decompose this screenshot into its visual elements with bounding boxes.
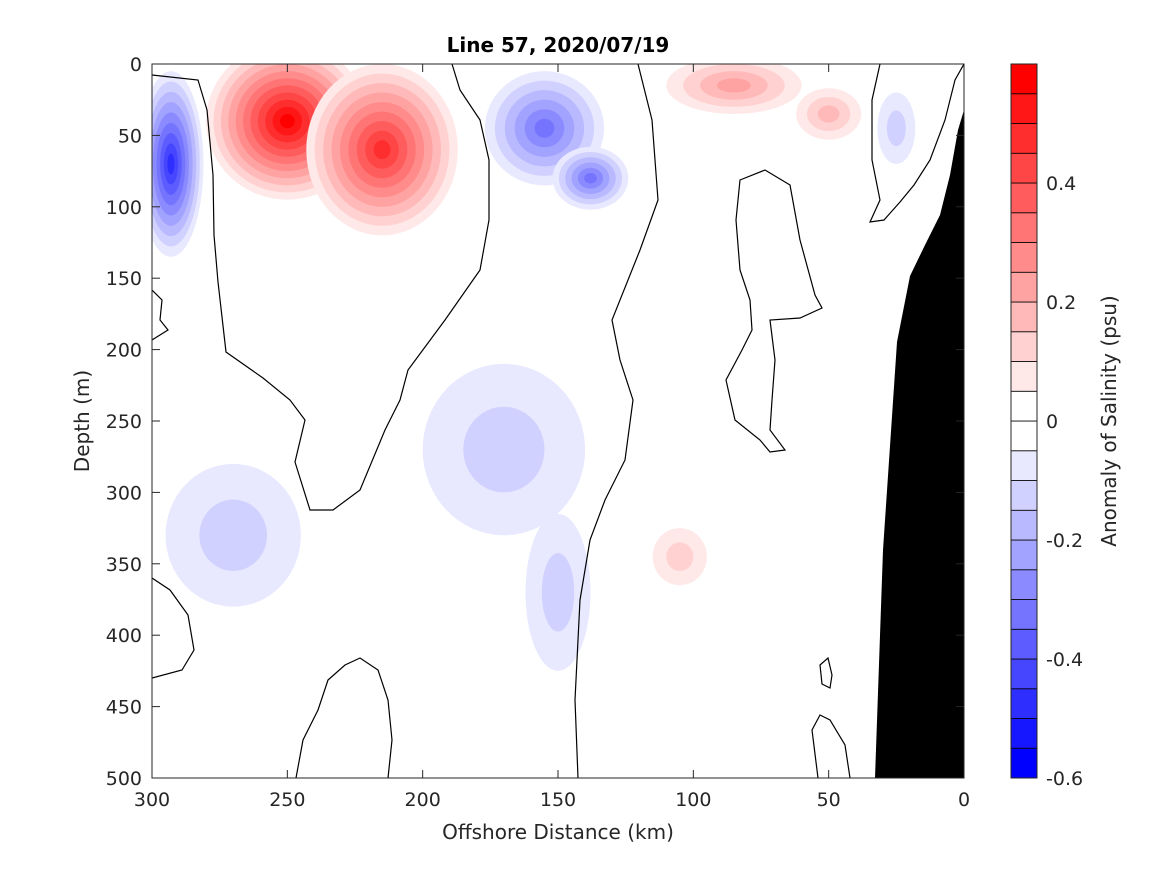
colorbar-segment (1010, 747, 1038, 779)
y-tick-label: 100 (106, 197, 142, 219)
x-axis-label: Offshore Distance (km) (442, 820, 674, 844)
colorbar-tick-label: 0.4 (1046, 173, 1076, 195)
colorbar-segment (1010, 688, 1038, 719)
salinity-anomaly-field (152, 64, 916, 671)
colorbar-segment (1010, 212, 1038, 243)
x-tick-label: 200 (405, 789, 441, 811)
anomaly-level (199, 499, 268, 571)
anomaly-blue-patch-deep-1 (165, 463, 301, 607)
colorbar-segment (1010, 420, 1038, 452)
zero-contour-deep-nearshore (811, 714, 851, 778)
colorbar-tick-label: -0.6 (1046, 768, 1083, 790)
y-axis: 0 50 100 150 200 250 300 350 400 450 500 (106, 54, 964, 790)
y-tick-label: 200 (106, 340, 142, 362)
colorbar-tick-label: 0.2 (1046, 292, 1076, 314)
colorbar-segment (1010, 63, 1038, 95)
colorbar-label: Anomaly of Salinity (psu) (1097, 295, 1121, 546)
anomaly-level (541, 553, 575, 632)
anomaly-level (717, 78, 751, 93)
colorbar-segment (1010, 123, 1038, 154)
colorbar-segment (1010, 361, 1038, 392)
y-tick-label: 150 (106, 268, 142, 290)
colorbar-segment (1010, 539, 1038, 571)
colorbar-segment (1010, 152, 1038, 184)
anomaly-level (886, 110, 906, 147)
zero-contour-loop-inshore (725, 169, 823, 453)
colorbar-segment (1010, 93, 1038, 124)
y-axis-label: Depth (m) (70, 370, 94, 472)
colorbar-tick-label: -0.2 (1046, 530, 1083, 552)
colorbar-frame (1010, 63, 1038, 779)
anomaly-level (817, 105, 840, 123)
x-tick-label: 0 (958, 789, 970, 811)
y-tick-label: 450 (106, 697, 142, 719)
colorbar-segment (1010, 242, 1038, 273)
colorbar-tick-label: -0.4 (1046, 649, 1083, 671)
zero-contour-nearshore (869, 64, 964, 223)
colorbar-segment (1010, 271, 1038, 303)
zero-contour-mid (574, 64, 659, 778)
zero-contour-offshore-deep-2 (152, 577, 195, 679)
anomaly-blue-core-offshore (152, 71, 204, 257)
colorbar-segment (1010, 182, 1038, 214)
colorbar-segment (1010, 301, 1038, 333)
colorbar-tick-label: 0 (1046, 411, 1058, 433)
zero-contour-offshore-top (152, 64, 490, 511)
anomaly-level (534, 118, 555, 138)
y-tick-label: 400 (106, 625, 142, 647)
zero-contours (152, 64, 964, 778)
anomaly-red-patch-near-50 (796, 88, 862, 140)
colorbar-segment (1010, 628, 1038, 660)
x-tick-label: 250 (269, 789, 305, 811)
colorbar-segment (1010, 658, 1038, 690)
colorbar-segment (1010, 718, 1038, 749)
zero-contour-small-loop (819, 656, 833, 689)
bathymetry-seafloor (875, 110, 964, 778)
anomaly-level (373, 140, 391, 160)
anomaly-level (666, 542, 694, 571)
x-tick-label: 150 (540, 789, 576, 811)
colorbar: -0.6 -0.4 -0.2 0 0.2 0.4 (1010, 63, 1083, 790)
anomaly-level (463, 406, 545, 493)
colorbar-segment (1010, 599, 1038, 630)
colorbar-segment (1010, 390, 1038, 422)
x-axis: 300 250 200 150 100 50 0 (134, 64, 970, 811)
anomaly-blue-core-mid-upper (484, 71, 605, 186)
colorbar-segment (1010, 509, 1038, 541)
colorbar-segment (1010, 450, 1038, 481)
chart-title: Line 57, 2020/07/19 (447, 33, 670, 57)
zero-contour-offshore-deep-1 (152, 289, 169, 341)
y-tick-label: 500 (106, 768, 142, 790)
y-tick-label: 350 (106, 554, 142, 576)
colorbar-segment (1010, 480, 1038, 511)
anomaly-level (584, 173, 597, 184)
x-tick-label: 300 (134, 789, 170, 811)
colorbar-segment (1010, 331, 1038, 362)
y-tick-label: 50 (118, 125, 142, 147)
anomaly-level (167, 153, 175, 175)
anomaly-red-patch-inshore (666, 64, 802, 114)
colorbar-segment (1010, 569, 1038, 600)
y-tick-label: 0 (130, 54, 142, 76)
x-tick-label: 100 (675, 789, 711, 811)
anomaly-level (279, 113, 295, 129)
anomaly-red-core-second (306, 64, 458, 236)
anomaly-blue-core-mid-lower (552, 146, 629, 210)
y-tick-label: 300 (106, 482, 142, 504)
anomaly-red-patch-deep (652, 528, 707, 586)
y-tick-label: 250 (106, 411, 142, 433)
anomaly-blue-patch-deep-3 (525, 513, 591, 671)
zero-contour-deep-dome (295, 657, 393, 778)
anomaly-blue-patch-nearshore (877, 92, 916, 164)
x-tick-label: 50 (817, 789, 841, 811)
anomaly-blue-patch-deep-2 (422, 363, 586, 536)
